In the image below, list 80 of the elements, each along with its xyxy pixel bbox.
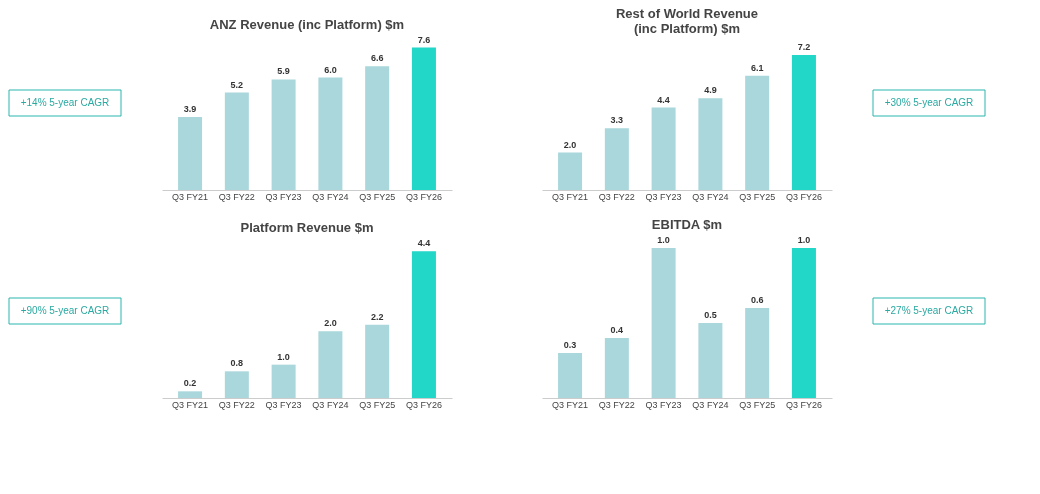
x-tick-label: Q3 FY23 xyxy=(265,399,302,410)
bar xyxy=(604,128,629,190)
bar xyxy=(178,391,203,398)
bar xyxy=(651,248,676,398)
bar xyxy=(698,323,723,398)
bar xyxy=(178,116,203,190)
x-tick-label: Q3 FY22 xyxy=(598,191,635,202)
bar xyxy=(791,248,816,398)
chart-title: ANZ Revenue (inc Platform) $m xyxy=(209,16,405,32)
bar xyxy=(604,338,629,398)
x-tick-label: Q3 FY26 xyxy=(785,191,822,202)
bar xyxy=(651,107,676,190)
bar xyxy=(791,55,816,190)
data-label: 2.0 xyxy=(324,318,337,329)
data-label: 2.0 xyxy=(563,139,577,150)
data-label: 0.8 xyxy=(230,358,244,369)
x-tick-label: Q3 FY26 xyxy=(405,191,442,202)
bar xyxy=(271,79,296,190)
bar xyxy=(365,66,390,190)
data-label: 1.0 xyxy=(657,235,670,245)
bar xyxy=(745,75,770,190)
data-label: 4.4 xyxy=(657,94,670,105)
x-tick-label: Q3 FY25 xyxy=(739,399,776,410)
bar xyxy=(745,308,770,398)
text: +90% 5-year CAGR xyxy=(20,305,110,316)
x-tick-label: Q3 FY21 xyxy=(172,399,209,410)
x-tick-label: Q3 FY21 xyxy=(552,191,589,202)
x-tick-label: Q3 FY21 xyxy=(552,399,589,410)
bar xyxy=(558,353,583,398)
data-label: 0.4 xyxy=(610,325,624,335)
bar xyxy=(224,92,249,190)
chart-title: EBITDA $m xyxy=(651,217,723,232)
data-label: 7.6 xyxy=(417,34,431,45)
data-label: 5.9 xyxy=(277,66,290,77)
x-tick-label: Q3 FY26 xyxy=(405,399,442,410)
x-tick-label: Q3 FY23 xyxy=(645,191,682,202)
data-label: 2.2 xyxy=(370,311,384,322)
data-label: 0.5 xyxy=(704,310,717,320)
data-label: 4.9 xyxy=(704,85,717,96)
x-tick-label: Q3 FY24 xyxy=(692,399,729,410)
data-label: 6.1 xyxy=(750,62,764,73)
x-tick-label: Q3 FY23 xyxy=(645,399,682,410)
data-label: 1.0 xyxy=(277,351,290,362)
x-tick-label: Q3 FY22 xyxy=(598,399,635,410)
text: +14% 5-year CAGR xyxy=(20,97,110,108)
x-tick-label: Q3 FY25 xyxy=(359,191,396,202)
bar xyxy=(365,324,390,398)
x-tick-label: Q3 FY21 xyxy=(172,191,209,202)
x-tick-label: Q3 FY23 xyxy=(265,191,302,202)
x-tick-label: Q3 FY25 xyxy=(739,191,776,202)
chart-title: Platform Revenue $m xyxy=(240,220,374,236)
data-label: 3.9 xyxy=(183,103,197,114)
bar xyxy=(558,152,583,190)
bar xyxy=(411,251,436,398)
x-tick-label: Q3 FY22 xyxy=(218,191,255,202)
x-tick-label: Q3 FY22 xyxy=(218,399,255,410)
bar xyxy=(318,77,343,190)
bar xyxy=(698,98,723,190)
data-label: 0.2 xyxy=(183,378,197,389)
x-tick-label: Q3 FY26 xyxy=(785,399,822,410)
data-label: 5.2 xyxy=(230,79,244,90)
data-label: 0.6 xyxy=(750,295,764,305)
data-label: 6.6 xyxy=(370,53,384,64)
bar xyxy=(411,47,436,190)
bar xyxy=(318,331,343,398)
data-label: 7.2 xyxy=(797,42,811,52)
text: +30% 5-year CAGR xyxy=(884,97,974,108)
bar xyxy=(224,371,249,398)
x-tick-label: Q3 FY25 xyxy=(359,399,396,410)
x-tick-label: Q3 FY24 xyxy=(312,399,349,410)
x-tick-label: Q3 FY24 xyxy=(692,191,729,202)
chart-title: Rest of World Revenue (inc Platform) $m xyxy=(615,6,759,36)
data-label: 1.0 xyxy=(797,235,811,245)
data-label: 4.4 xyxy=(417,238,431,249)
data-label: 0.3 xyxy=(563,340,577,350)
data-label: 3.3 xyxy=(610,115,624,126)
data-label: 6.0 xyxy=(324,64,337,75)
text: +27% 5-year CAGR xyxy=(884,305,974,316)
x-tick-label: Q3 FY24 xyxy=(312,191,349,202)
bar xyxy=(271,364,296,398)
